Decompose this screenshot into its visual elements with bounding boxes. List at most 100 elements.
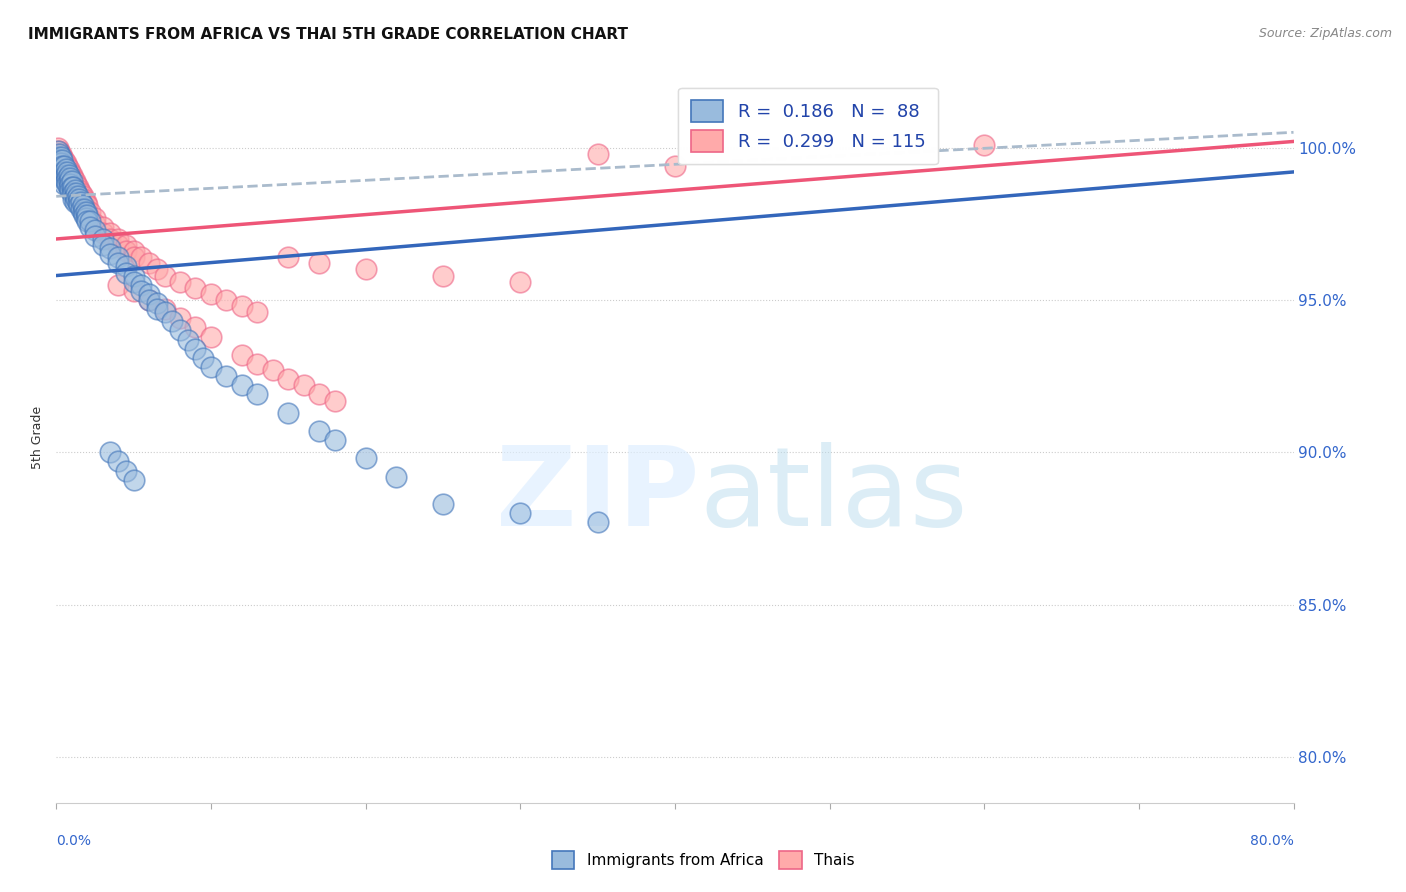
Point (62, 177, 84, 191)
Point (58, 174, 80, 188)
Point (215, 369, 238, 384)
Point (323, 393, 346, 408)
Point (84, 211, 107, 225)
Point (60, 186, 83, 201)
Point (65, 177, 87, 191)
Point (53, 153, 76, 167)
Point (73, 193, 96, 207)
Point (91, 226, 114, 240)
Point (58, 168, 80, 182)
Point (65, 193, 87, 207)
Point (385, 469, 408, 483)
Point (114, 244, 138, 259)
Point (138, 256, 160, 270)
Point (53, 159, 76, 173)
Point (49, 168, 72, 182)
Point (60, 180, 83, 194)
Point (46, 140, 69, 154)
Point (200, 359, 222, 374)
Point (75, 195, 97, 210)
Point (114, 266, 138, 280)
Point (76, 208, 98, 222)
Point (75, 202, 97, 216)
Point (48, 144, 70, 158)
Point (46, 153, 69, 167)
Point (62, 186, 84, 201)
Point (323, 433, 346, 447)
Point (67, 189, 90, 203)
Point (56, 177, 79, 191)
Point (76, 213, 98, 227)
Point (51, 155, 73, 169)
Point (51, 161, 73, 176)
Point (63, 174, 86, 188)
Point (231, 348, 253, 362)
Point (46, 155, 69, 169)
Point (51, 171, 73, 186)
Point (98, 241, 122, 255)
Point (122, 268, 145, 283)
Point (246, 357, 269, 371)
Point (46, 150, 69, 164)
Point (66, 189, 89, 203)
Point (46, 150, 69, 164)
Point (56, 171, 79, 186)
Point (60, 174, 83, 188)
Legend: R =  0.186   N =  88, R =  0.299   N = 115: R = 0.186 N = 88, R = 0.299 N = 115 (678, 87, 938, 164)
Point (153, 268, 176, 283)
Point (67, 193, 90, 207)
Point (129, 284, 153, 298)
Point (76, 198, 98, 212)
Point (55, 155, 77, 169)
Point (63, 180, 86, 194)
Point (231, 299, 253, 313)
Point (56, 159, 79, 173)
Text: Source: ZipAtlas.com: Source: ZipAtlas.com (1258, 27, 1392, 40)
Point (51, 159, 73, 173)
Point (586, 516, 609, 530)
Point (160, 314, 183, 328)
Point (48, 153, 70, 167)
Point (246, 387, 269, 401)
Point (122, 473, 145, 487)
Point (66, 195, 89, 210)
Point (432, 268, 454, 283)
Point (114, 238, 138, 252)
Point (60, 174, 83, 188)
Point (49, 153, 72, 167)
Point (46, 144, 69, 158)
Text: atlas: atlas (700, 442, 969, 549)
Point (63, 189, 86, 203)
Point (146, 296, 169, 310)
Point (49, 146, 72, 161)
Point (153, 305, 176, 319)
Text: ZIP: ZIP (496, 442, 700, 549)
Point (153, 302, 176, 317)
Point (973, 137, 995, 152)
Point (55, 161, 77, 176)
Point (56, 165, 79, 179)
Point (91, 238, 114, 252)
Point (107, 238, 129, 252)
Point (55, 168, 77, 182)
Point (191, 351, 215, 365)
Point (354, 451, 377, 466)
Point (308, 387, 330, 401)
Y-axis label: 5th Grade: 5th Grade (31, 406, 45, 468)
Point (58, 161, 80, 176)
Point (146, 262, 169, 277)
Point (308, 256, 330, 270)
Point (72, 189, 94, 203)
Point (62, 193, 84, 207)
Point (107, 232, 129, 246)
Point (98, 247, 122, 261)
Point (49, 159, 72, 173)
Point (70, 186, 93, 201)
Point (49, 161, 72, 176)
Legend: Immigrants from Africa, Thais: Immigrants from Africa, Thais (546, 845, 860, 875)
Point (56, 165, 79, 179)
Point (107, 277, 129, 292)
Point (509, 275, 531, 289)
Point (63, 183, 86, 197)
Point (169, 323, 191, 337)
